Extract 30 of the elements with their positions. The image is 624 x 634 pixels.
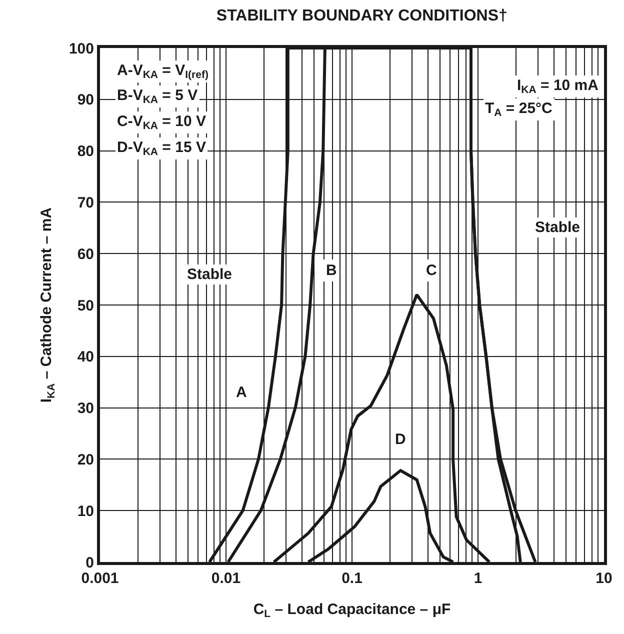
y-tick-label: 80 xyxy=(77,143,94,160)
y-tick-label: 20 xyxy=(77,451,94,468)
annotation: C-V$_{KA}$ = 10 V xyxy=(117,113,206,132)
annotation: B-V$_{KA}$ = 5 V xyxy=(117,87,198,106)
annotation: A-V$_{KA}$ = V$_{I(ref)}$ xyxy=(117,62,208,82)
annotation: T$_{A}$ = 25°C xyxy=(485,100,553,120)
y-tick-label: 100 xyxy=(68,40,94,58)
annotation: D xyxy=(395,431,406,448)
y-tick-label: 30 xyxy=(77,400,94,418)
x-tick-label: 1 xyxy=(474,570,482,587)
y-tick-label: 90 xyxy=(77,92,94,109)
y-tick-label: 70 xyxy=(77,194,94,212)
x-axis-title: C$_{L}$ – Load Capacitance – μF xyxy=(253,601,451,620)
x-tick-label: 0.1 xyxy=(342,570,362,587)
x-tick-label: 0.01 xyxy=(211,570,241,587)
y-tick-label: 0 xyxy=(86,554,94,572)
annotation: Stable xyxy=(187,266,232,283)
y-tick-label: 40 xyxy=(77,348,94,366)
y-tick-label: 60 xyxy=(77,246,94,263)
annotation: C xyxy=(426,262,437,279)
x-tick-label: 10 xyxy=(596,570,612,587)
chart-title: STABILITY BOUNDARY CONDITIONS† xyxy=(216,8,508,25)
annotation: D-V$_{KA}$ = 15 V xyxy=(117,139,206,158)
annotation: Stable xyxy=(535,219,580,236)
annotation: B xyxy=(326,262,337,279)
annotation: I$_{KA}$ = 10 mA xyxy=(517,77,599,96)
y-tick-label: 10 xyxy=(77,502,94,520)
y-tick-label: 50 xyxy=(77,297,94,314)
x-tick-label: 0.001 xyxy=(81,570,119,587)
annotation: A xyxy=(236,384,247,401)
